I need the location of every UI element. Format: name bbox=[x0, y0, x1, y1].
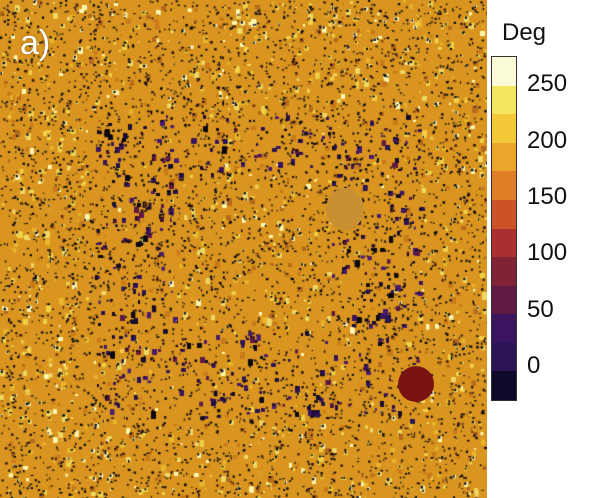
colorbar bbox=[491, 56, 517, 401]
colorbar-tick-0: 0 bbox=[527, 352, 541, 379]
colorbar-band bbox=[492, 199, 516, 230]
colorbar-band bbox=[492, 57, 516, 87]
marker-dot-red bbox=[398, 366, 434, 402]
colorbar-band bbox=[492, 257, 516, 287]
colorbar-band bbox=[492, 285, 516, 315]
colorbar-tick-250: 250 bbox=[527, 70, 568, 97]
colorbar-band bbox=[492, 371, 516, 400]
colorbar-band bbox=[492, 171, 516, 201]
panel-label: a) bbox=[20, 24, 51, 62]
colorbar-band bbox=[492, 142, 516, 172]
phase-map-image bbox=[0, 0, 487, 498]
marker-dot-ochre bbox=[326, 188, 364, 230]
colorbar-tick-200: 200 bbox=[527, 127, 568, 154]
colorbar-band bbox=[492, 228, 516, 258]
colorbar-band bbox=[492, 314, 516, 344]
colorbar-band bbox=[492, 342, 516, 372]
colorbar-tick-100: 100 bbox=[527, 239, 568, 266]
colorbar-title: Deg bbox=[502, 19, 547, 46]
colorbar-tick-50: 50 bbox=[527, 296, 554, 323]
phase-map: a) bbox=[0, 0, 487, 498]
colorbar-band bbox=[492, 114, 516, 144]
colorbar-band bbox=[492, 85, 516, 115]
colorbar-tick-150: 150 bbox=[527, 183, 568, 210]
